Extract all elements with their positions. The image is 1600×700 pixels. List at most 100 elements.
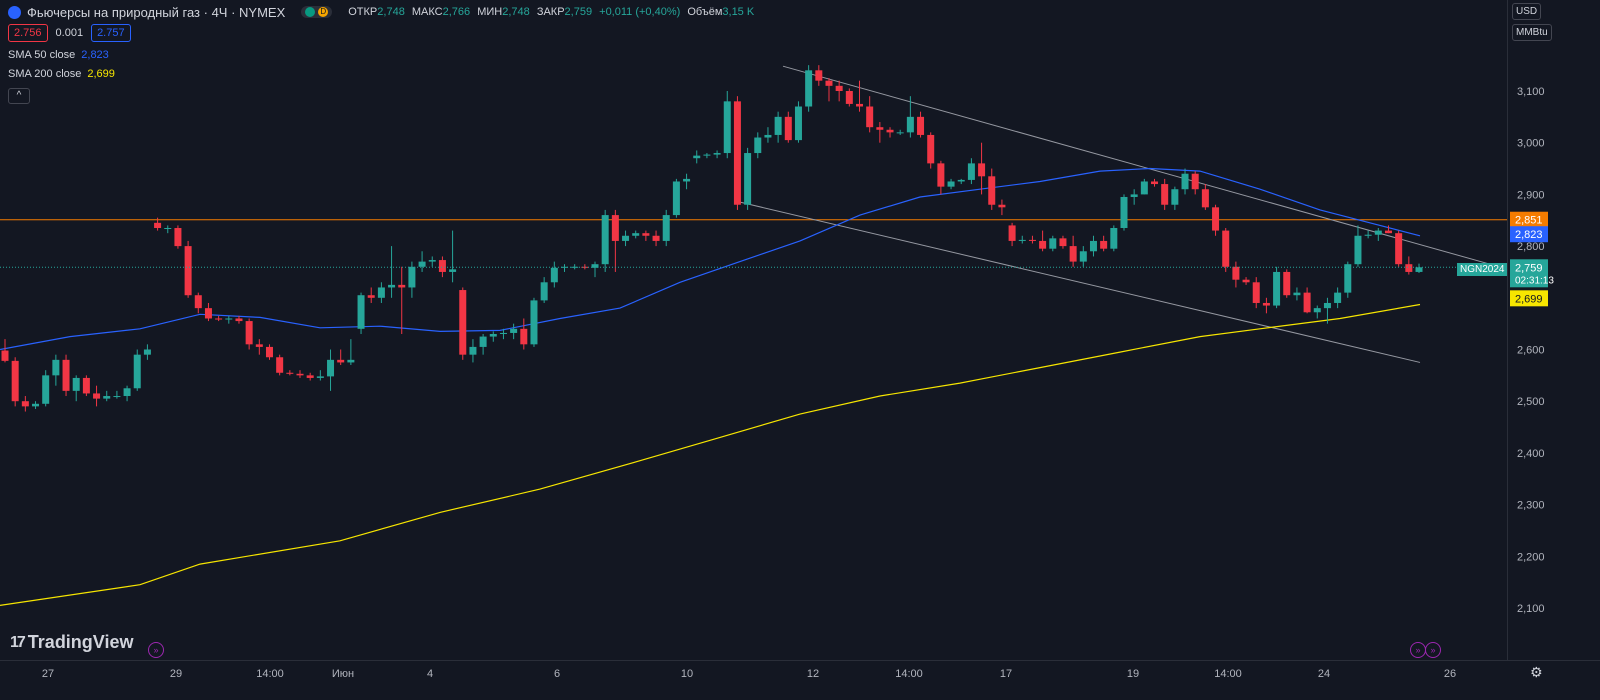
candle-body [1151,181,1159,185]
scroll-right-icon[interactable]: » [1410,642,1426,658]
last-tag: 2,759 [1515,262,1543,274]
candle [530,297,538,347]
candle-body [265,346,273,358]
candle [499,328,507,340]
candle-body [845,91,853,104]
candle-body [1222,230,1230,267]
candle-body [225,318,233,320]
candle [560,264,568,272]
candle [835,80,843,102]
candle [1181,168,1189,195]
trendline [739,201,1421,363]
candle [591,261,599,278]
candle-body [357,295,365,329]
candle [1303,287,1311,314]
candles [1,65,1423,412]
candle [856,80,864,112]
x-tick-label: 29 [170,668,182,680]
candle [1120,194,1128,231]
x-tick-label: 19 [1127,668,1139,680]
level-tag: 2,851 [1515,215,1543,227]
candle [683,173,691,190]
y-tick-label: 2,200 [1517,551,1545,563]
sell-button[interactable]: 2.756 [8,24,48,42]
candle-body [947,181,955,187]
candle-body [957,179,965,182]
candle [998,199,1006,216]
buy-button[interactable]: 2.757 [91,24,131,42]
candle [1354,225,1362,267]
x-tick-label: 4 [427,668,433,680]
candle [11,357,19,407]
candle-body [835,85,843,91]
candle [693,150,701,164]
scroll-to-realtime-icon[interactable]: » [1425,642,1441,658]
candle-body [1252,282,1260,303]
market-open-icon [305,7,316,17]
tradingview-logo[interactable]: 17 TradingView [10,632,134,652]
candle-body [662,215,670,241]
candle-body [1100,240,1108,249]
candle [174,225,182,249]
candle-body [1364,234,1372,236]
candle [703,153,711,159]
candle-body [418,261,426,267]
candle [1018,235,1026,244]
candle [235,315,243,324]
candle [143,344,151,360]
candle [988,168,996,210]
candle [1201,184,1209,210]
candle [886,127,894,138]
candle [906,96,914,138]
candle [927,132,935,169]
candle [1008,222,1016,247]
candle-body [1395,233,1403,265]
sma50-path [0,167,1421,351]
settings-gear-icon[interactable]: ⚙ [1527,662,1546,683]
candle [276,354,284,376]
candle-body [1212,207,1220,231]
candle [866,96,874,133]
change-value: +0,011 (+0,40%) [599,6,681,18]
y-tick-label: 2,600 [1517,345,1545,357]
sma200-legend[interactable]: SMA 200 close 2,699 [8,68,115,80]
unit-select[interactable]: MMBtu [1512,24,1552,41]
candle [1283,269,1291,298]
scroll-left-icon[interactable]: » [148,642,164,658]
candle [744,147,752,210]
sma50-tag-bg [1510,226,1548,243]
symbol-title[interactable]: Фьючерсы на природный газ · 4Ч · NYMEX [27,4,286,20]
collapse-legend-button[interactable]: ^ [8,88,30,104]
candle [845,88,853,107]
candle-body [327,359,335,377]
candle [1049,235,1057,252]
candle-body [479,336,487,347]
candle-body [571,266,579,268]
candle-body [652,235,660,241]
candle [42,370,50,407]
candle [347,339,355,366]
candle-body [1384,230,1392,234]
candle-body [449,269,457,272]
status-pill[interactable]: D [301,6,333,18]
currency-select[interactable]: USD [1512,3,1542,20]
candle-body [337,359,345,363]
candle [1232,261,1240,288]
sma50-legend[interactable]: SMA 50 close 2,823 [8,49,109,61]
candle [72,375,80,402]
candle [154,217,162,231]
candle-body [744,153,752,205]
candle [510,323,518,340]
candle [520,318,528,350]
candle-body [1191,173,1199,190]
candle [896,129,904,135]
candle-body [367,295,375,298]
sma200-line [0,303,1421,606]
candle-body [1262,302,1270,306]
candle [876,122,884,143]
candle-body [1120,196,1128,229]
candle-body [1181,173,1189,190]
sma200-tag-bg [1510,290,1548,307]
candle-body [1161,184,1169,205]
